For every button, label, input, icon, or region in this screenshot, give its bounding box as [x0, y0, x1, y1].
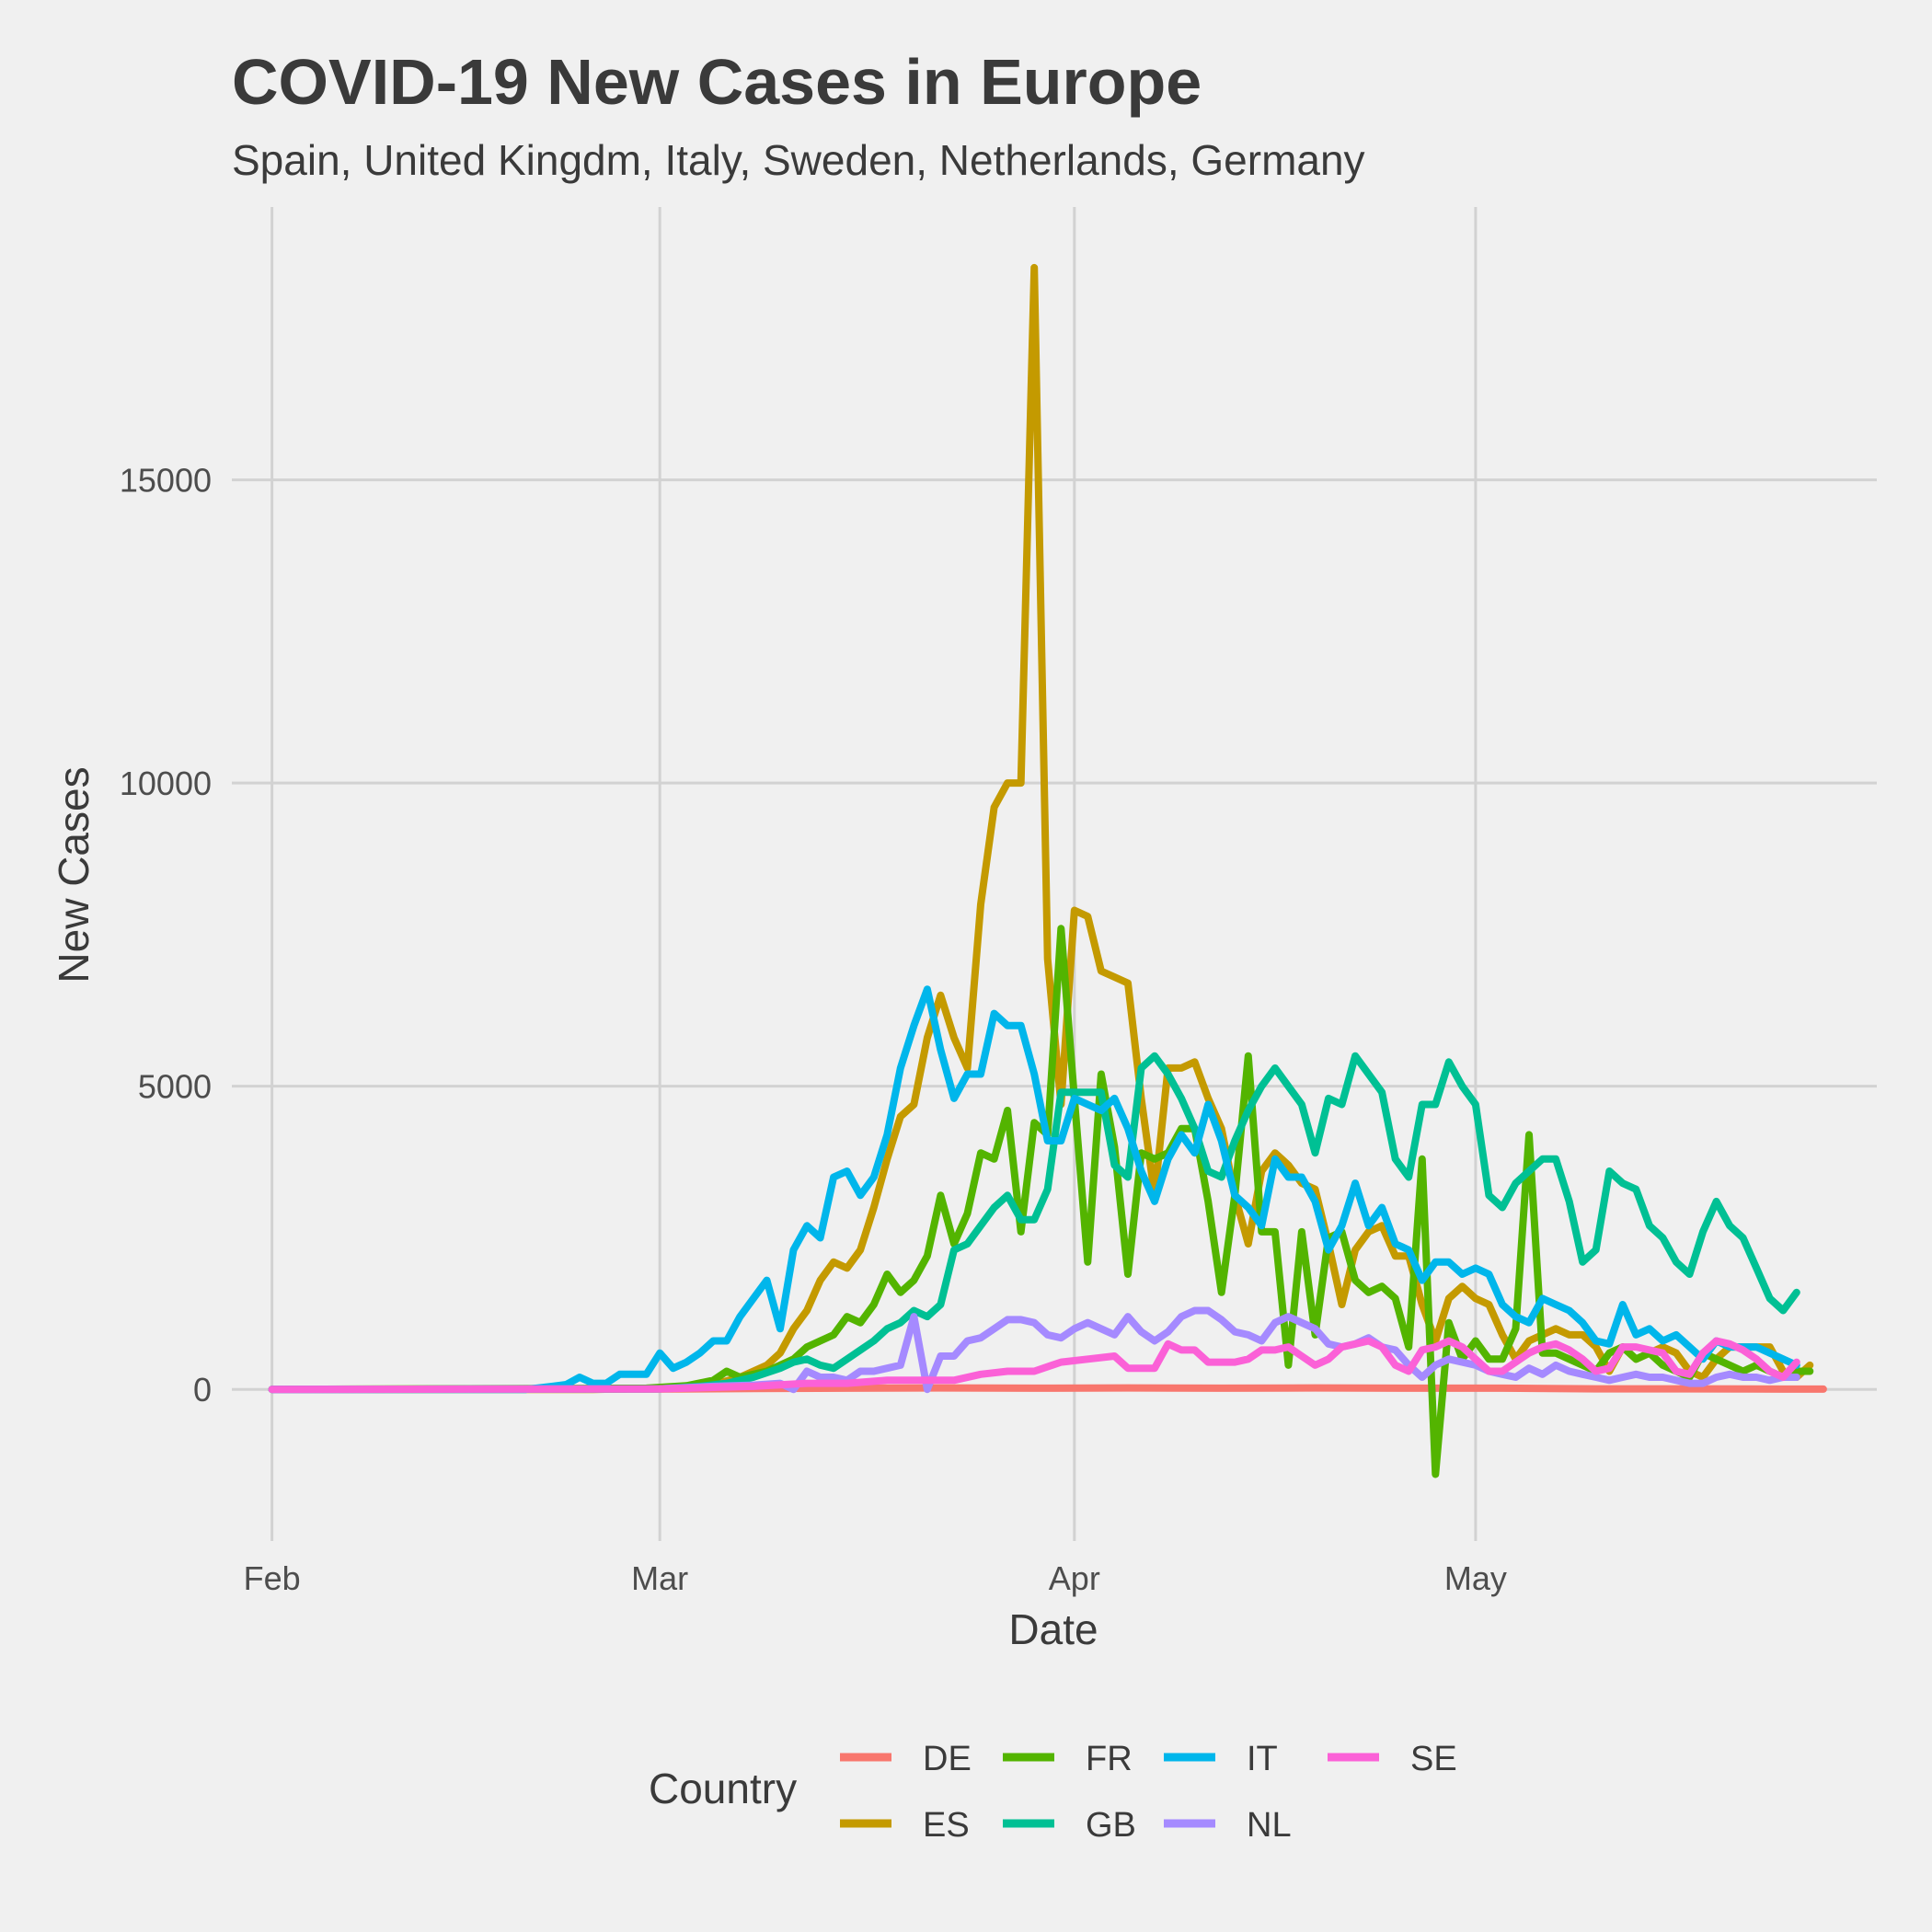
- legend-label-it: IT: [1247, 1740, 1278, 1778]
- chart-title: COVID-19 New Cases in Europe: [232, 46, 1202, 118]
- x-tick-label: Mar: [631, 1559, 688, 1597]
- x-tick-label: May: [1444, 1559, 1507, 1597]
- legend-label-nl: NL: [1247, 1806, 1292, 1845]
- y-axis-ticks: 0 5000 10000 15000: [120, 462, 212, 1409]
- legend-label-se: SE: [1410, 1740, 1457, 1778]
- x-tick-label: Feb: [244, 1559, 301, 1597]
- y-tick-label: 15000: [120, 462, 212, 500]
- gridlines: [232, 207, 1877, 1541]
- series-line-se: [268, 1337, 1800, 1394]
- x-axis-ticks: Feb Mar Apr May: [244, 1559, 1507, 1597]
- legend-label-fr: FR: [1086, 1740, 1133, 1778]
- y-tick-label: 5000: [138, 1068, 212, 1106]
- x-tick-label: Apr: [1049, 1559, 1100, 1597]
- series-line-it: [268, 985, 1800, 1394]
- series-line-es: [268, 263, 1814, 1394]
- legend: Country DE ES FR GB IT NL SE: [649, 1740, 1457, 1845]
- y-axis-title: New Cases: [50, 766, 98, 983]
- y-tick-label: 10000: [120, 765, 212, 802]
- y-tick-label: 0: [193, 1371, 212, 1409]
- chart-subtitle: Spain, United Kingdm, Italy, Sweden, Net…: [232, 136, 1365, 184]
- legend-label-de: DE: [923, 1740, 972, 1778]
- series-line-gb: [268, 1052, 1800, 1394]
- legend-title: Country: [649, 1765, 797, 1812]
- series-line-nl: [268, 1306, 1800, 1394]
- legend-label-gb: GB: [1086, 1806, 1136, 1845]
- series-lines: [268, 263, 1827, 1478]
- x-axis-title: Date: [1008, 1605, 1098, 1653]
- legend-label-es: ES: [923, 1806, 970, 1845]
- legend-items: DE ES FR GB IT NL SE: [840, 1740, 1457, 1845]
